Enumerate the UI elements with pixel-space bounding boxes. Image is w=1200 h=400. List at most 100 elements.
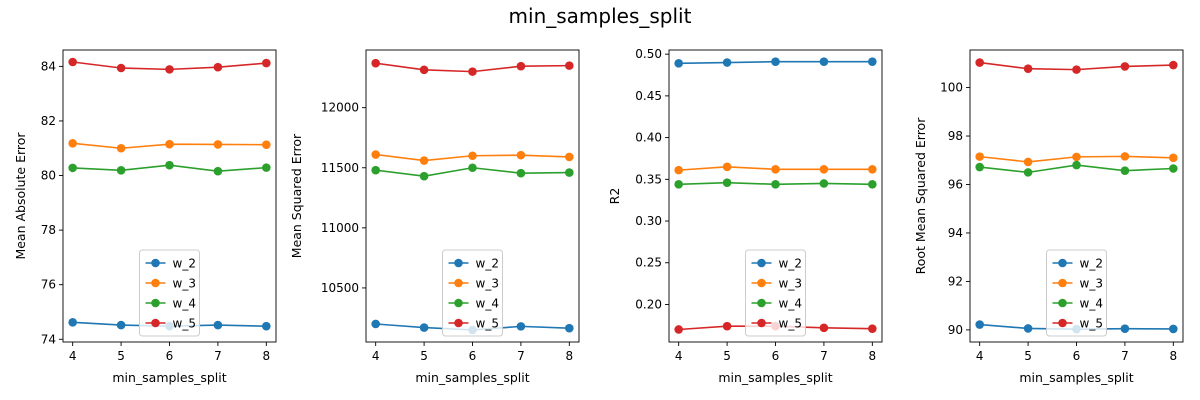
legend: w_2 w_3 w_4 w_5: [442, 249, 503, 337]
data-point-w_4: [262, 163, 271, 172]
data-point-w_3: [116, 143, 126, 153]
legend-label: w_2: [779, 257, 802, 271]
y-tick-label: 78: [41, 223, 56, 237]
x-axis-label: min_samples_split: [718, 370, 832, 385]
legend-swatch-marker: [151, 278, 160, 288]
data-point-w_4: [213, 166, 223, 176]
data-point-w_4: [722, 178, 732, 187]
y-tick-label: 0.50: [635, 47, 662, 61]
y-tick-label: 11500: [321, 161, 359, 175]
data-point-w_4: [1169, 164, 1178, 173]
y-tick-label: 84: [41, 59, 56, 73]
data-point-w_5: [419, 65, 429, 75]
data-point-w_2: [722, 58, 732, 67]
legend-swatch-marker: [757, 298, 766, 308]
y-axis-label: Mean Absolute Error: [13, 132, 28, 260]
x-tick-label: 7: [1121, 349, 1129, 363]
x-tick-label: 6: [1073, 349, 1081, 363]
x-tick-label: 7: [214, 349, 222, 363]
data-point-w_5: [565, 61, 574, 70]
y-tick-label: 0.35: [635, 172, 662, 186]
legend-label: w_5: [476, 317, 499, 331]
y-tick-label: 90: [948, 323, 963, 337]
legend-box: [139, 249, 200, 337]
legend-label: w_4: [1080, 297, 1103, 311]
x-tick-label: 7: [820, 349, 828, 363]
data-point-w_3: [565, 152, 574, 162]
data-point-w_5: [975, 58, 984, 67]
x-axis-label: min_samples_split: [1019, 370, 1133, 385]
data-point-w_5: [165, 65, 174, 74]
y-tick-label: 82: [41, 114, 56, 128]
legend-label: w_2: [173, 257, 196, 271]
data-point-w_4: [165, 160, 174, 170]
data-point-w_2: [371, 319, 380, 329]
data-point-w_4: [868, 180, 877, 189]
data-point-w_5: [371, 58, 380, 68]
legend-box: [745, 249, 806, 337]
data-point-w_4: [1023, 168, 1033, 177]
data-point-w_5: [722, 321, 732, 331]
data-point-w_3: [1120, 152, 1130, 161]
legend-label: w_4: [779, 297, 802, 311]
y-axis-label: Root Mean Squared Error: [913, 117, 928, 275]
data-point-w_5: [262, 58, 271, 68]
y-tick-label: 0.20: [635, 297, 662, 311]
data-point-w_5: [213, 62, 223, 72]
legend-swatch-marker: [757, 258, 766, 268]
figure-title: min_samples_split: [508, 4, 692, 28]
data-point-w_3: [1023, 157, 1033, 167]
data-point-w_2: [262, 321, 271, 331]
data-point-w_3: [516, 150, 526, 160]
y-tick-label: 100: [940, 81, 963, 95]
legend: w_2 w_3 w_4 w_5: [1046, 249, 1107, 337]
data-point-w_2: [975, 320, 984, 329]
legend-label: w_2: [1080, 257, 1103, 271]
legend-label: w_3: [173, 277, 196, 291]
x-tick-label: 8: [565, 349, 573, 363]
legend-box: [1046, 249, 1107, 337]
x-tick-label: 5: [1024, 349, 1032, 363]
data-point-w_3: [213, 140, 223, 149]
data-point-w_5: [1023, 64, 1033, 73]
data-point-w_3: [468, 151, 477, 161]
data-point-w_4: [1072, 160, 1081, 170]
x-tick-label: 4: [69, 349, 77, 363]
data-point-w_5: [1072, 65, 1081, 74]
data-point-w_4: [1120, 166, 1130, 175]
legend-swatch-marker: [1058, 318, 1067, 328]
data-point-w_4: [419, 171, 429, 181]
x-tick-label: 4: [372, 349, 380, 363]
x-tick-label: 6: [772, 349, 780, 363]
data-point-w_3: [674, 165, 683, 175]
data-point-w_3: [371, 150, 380, 159]
data-point-w_3: [68, 139, 77, 148]
y-tick-label: 76: [41, 278, 56, 292]
legend-box: [442, 249, 503, 337]
y-tick-label: 92: [948, 274, 963, 288]
legend-label: w_3: [1080, 277, 1103, 291]
legend-swatch-marker: [454, 278, 463, 288]
x-tick-label: 4: [976, 349, 984, 363]
data-point-w_2: [1169, 324, 1178, 334]
data-point-w_2: [419, 323, 429, 332]
y-tick-label: 94: [948, 226, 963, 240]
data-point-w_5: [116, 63, 126, 73]
x-tick-label: 8: [1169, 349, 1177, 363]
legend-swatch-marker: [454, 298, 463, 308]
y-tick-label: 96: [948, 177, 963, 191]
data-point-w_2: [819, 57, 829, 66]
x-tick-label: 8: [262, 349, 270, 363]
y-tick-label: 74: [41, 332, 56, 346]
y-axis-label: Mean Squared Error: [289, 133, 304, 258]
data-point-w_2: [1023, 324, 1033, 333]
data-point-w_4: [116, 166, 126, 175]
data-point-w_5: [468, 67, 477, 76]
data-point-w_3: [419, 156, 429, 165]
subplot-2: 4 5 6 7 8 10500 11000 11500 12000 min_samples_spl…: [289, 49, 580, 385]
y-tick-label: 12000: [321, 101, 359, 115]
data-point-w_3: [722, 162, 732, 172]
data-point-w_2: [116, 320, 126, 330]
